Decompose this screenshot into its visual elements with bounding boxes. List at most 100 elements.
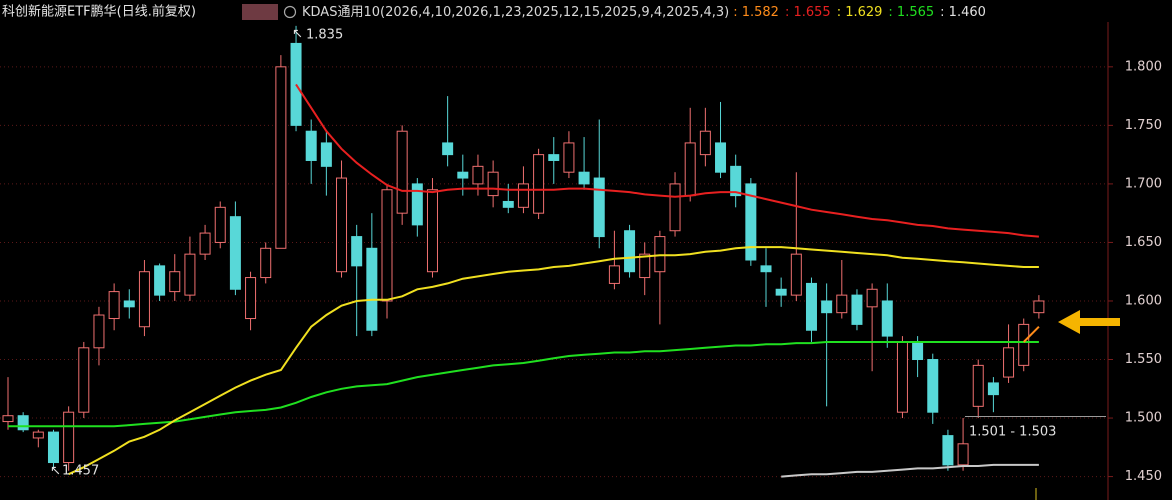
candle-body: [972, 364, 984, 407]
y-tick-label: 1.750: [1125, 118, 1162, 133]
candle-body: [245, 277, 257, 320]
candle-body: [426, 189, 438, 273]
candle-body: [502, 200, 514, 208]
candle-body: [123, 300, 135, 308]
y-tick-label: 1.450: [1125, 469, 1162, 484]
low-marker: ↖: [50, 464, 61, 479]
candle-body: [866, 288, 878, 308]
readout: : 1.582: [733, 5, 779, 20]
y-tick-label: 1.800: [1125, 59, 1162, 74]
candle-body: [1003, 347, 1015, 378]
candle-body: [1018, 323, 1030, 366]
indicator-label: KDAS通用10(2026,4,10,2026,1,23,2025,12,15,…: [302, 5, 729, 20]
y-tick-label: 1.500: [1125, 411, 1162, 426]
candle-body: [381, 189, 393, 302]
candle-body: [548, 154, 560, 161]
y-tick-label: 1.550: [1125, 352, 1162, 367]
indicator-line: [68, 246, 1039, 476]
high-marker: ↖: [292, 27, 303, 42]
candle-body: [260, 247, 272, 279]
candle-body: [17, 415, 29, 431]
candle-body: [836, 294, 848, 314]
candle-body: [184, 253, 196, 296]
candle-body: [2, 415, 14, 423]
candle-body: [805, 282, 817, 331]
candle-body: [93, 314, 105, 349]
y-tick-label: 1.700: [1125, 176, 1162, 191]
annotation: 1.501 - 1.503: [969, 425, 1056, 440]
indicator-line: [295, 83, 1039, 238]
candle-body: [32, 431, 44, 439]
chart-title: 科创新能源ETF鹏华(日线.前复权): [2, 4, 196, 20]
candle-body: [533, 154, 545, 214]
indicator-icon: [283, 5, 297, 19]
candle-body: [912, 341, 924, 361]
candle-body: [47, 431, 59, 464]
candle-body: [851, 294, 863, 325]
candle-body: [896, 341, 908, 413]
candle-body: [927, 359, 939, 413]
candle-body: [639, 253, 651, 279]
indicator-line: [8, 341, 1039, 428]
readout: : 1.565: [888, 5, 934, 20]
candle-body: [275, 66, 287, 249]
readout: : 1.460: [940, 5, 986, 20]
grid: 1.450 1.500 1.550 1.600 1.650 1.700 1.750 1.800: [0, 59, 1162, 484]
candle-body: [336, 177, 348, 273]
indicator-line: [781, 463, 1039, 478]
candle-body: [108, 291, 120, 320]
candle-body: [199, 232, 211, 255]
candle-body: [351, 236, 363, 267]
candle-body: [517, 183, 529, 208]
candle-body: [624, 230, 636, 273]
y-tick-label: 1.600: [1125, 293, 1162, 308]
candle-body: [138, 271, 150, 328]
annotation: 1.835: [306, 28, 343, 43]
candle-body: [78, 347, 90, 413]
candle-body: [775, 288, 787, 296]
readout: : 1.655: [785, 5, 831, 20]
pointer-arrow: [1058, 310, 1120, 334]
candle-body: [881, 300, 893, 337]
candle-body: [411, 183, 423, 226]
candle-body: [821, 300, 833, 314]
candle-body: [396, 130, 408, 214]
candle-body: [745, 183, 757, 261]
candle-body: [214, 206, 226, 243]
candle-body: [1033, 300, 1045, 314]
indicator-line: [1022, 325, 1040, 343]
candle-body: [169, 271, 181, 293]
candle-body: [154, 265, 166, 296]
candle-body: [699, 130, 711, 156]
candle-body: [987, 382, 999, 396]
candle-body: [593, 177, 605, 238]
candle-body: [63, 411, 75, 464]
candle-body: [684, 142, 696, 197]
readout: : 1.629: [837, 5, 883, 20]
candle-body: [487, 171, 499, 197]
candle-body: [957, 443, 969, 466]
candle-body: [715, 142, 727, 173]
candle-body: [669, 183, 681, 232]
candle-body: [730, 165, 742, 197]
candle-body: [760, 265, 772, 273]
candle-body: [942, 435, 954, 466]
candle-body: [654, 236, 666, 273]
candle-body: [472, 165, 484, 185]
candle-body: [366, 247, 378, 331]
candle-body: [790, 253, 802, 296]
candle-body: [305, 130, 317, 161]
candle-body: [608, 265, 620, 284]
candle-body: [563, 142, 575, 173]
candle-body: [578, 171, 590, 185]
annotation: 1.457: [62, 464, 99, 479]
indicator-header: KDAS通用10(2026,4,10,2026,1,23,2025,12,15,…: [302, 5, 986, 20]
plot: [2, 25, 1045, 478]
redacted: [242, 4, 278, 20]
candle-body: [457, 171, 469, 179]
candle-body: [442, 142, 454, 156]
y-tick-label: 1.650: [1125, 235, 1162, 250]
candle-body: [229, 216, 241, 290]
candle-body: [320, 142, 332, 167]
